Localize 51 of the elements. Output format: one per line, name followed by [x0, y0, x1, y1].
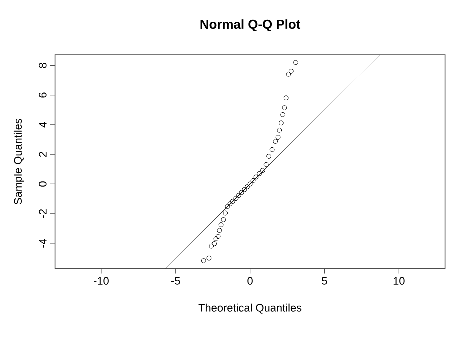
point	[284, 96, 289, 101]
x-tick-label: -10	[94, 277, 109, 285]
point	[288, 68, 294, 74]
point	[221, 217, 226, 222]
point	[254, 174, 259, 180]
point	[260, 168, 266, 174]
x-tick-label: 10	[394, 277, 405, 285]
y-tick-label: 0	[39, 182, 47, 187]
point	[266, 154, 272, 159]
point	[257, 171, 262, 176]
y-tick-label: -4	[39, 238, 47, 248]
point	[270, 147, 275, 152]
point	[212, 242, 218, 246]
point	[245, 184, 250, 190]
point	[225, 204, 230, 210]
point	[216, 234, 221, 240]
point	[209, 244, 214, 249]
point	[273, 139, 278, 144]
x-tick-label: 5	[322, 277, 328, 285]
point	[278, 120, 284, 126]
point	[214, 236, 219, 242]
chart-title: Normal Q-Q Plot	[200, 20, 301, 32]
y-tick-label: 8	[39, 63, 47, 68]
point	[250, 178, 256, 184]
point	[234, 196, 239, 202]
point	[239, 190, 244, 196]
point	[223, 210, 228, 216]
x-axis-title: Theoretical Quantiles	[198, 304, 302, 314]
point	[218, 222, 224, 228]
point	[264, 162, 269, 168]
x-tick-label: -5	[171, 277, 180, 285]
point	[228, 202, 233, 207]
point	[277, 128, 282, 133]
y-tick-label: 2	[39, 152, 47, 158]
y-tick-label: 4	[39, 122, 47, 128]
point	[294, 60, 298, 66]
point	[217, 228, 222, 234]
point	[201, 258, 206, 264]
x-tick-label: 0	[248, 277, 253, 285]
point	[282, 106, 288, 110]
point	[286, 72, 292, 77]
y-axis-title: Sample Quantiles	[14, 119, 24, 205]
y-tick-label: 6	[39, 92, 47, 98]
point	[242, 187, 248, 192]
point	[280, 112, 286, 118]
point	[248, 182, 253, 187]
y-tick-label: -2	[39, 210, 47, 218]
point	[236, 193, 242, 198]
point	[276, 135, 281, 140]
point	[206, 256, 212, 261]
point	[230, 199, 236, 204]
